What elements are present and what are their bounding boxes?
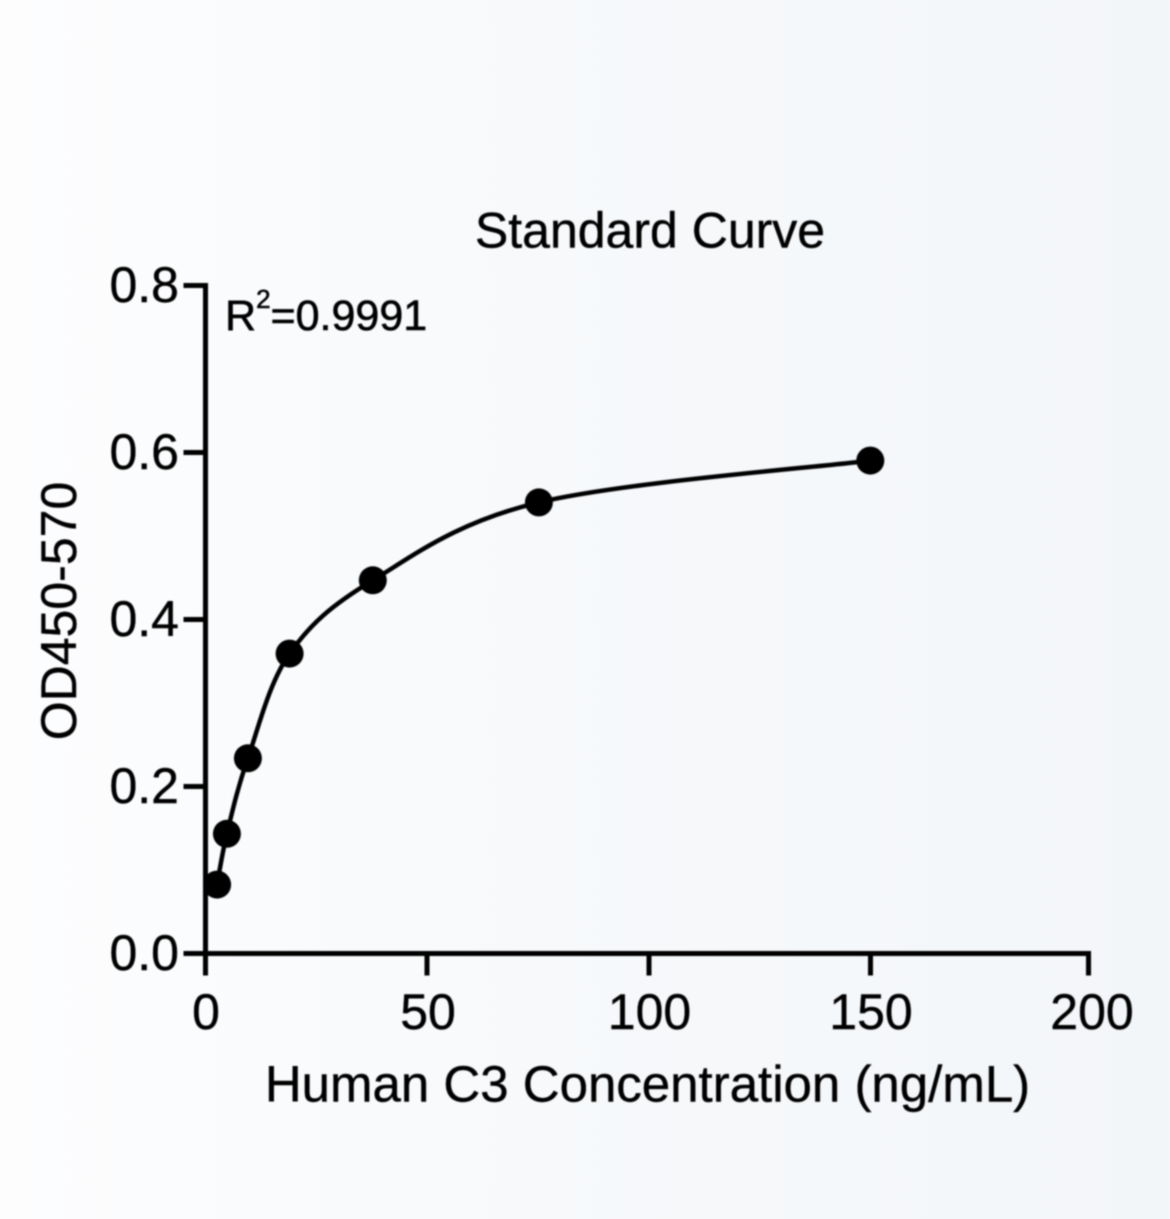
- svg-text:0: 0: [192, 984, 220, 1040]
- svg-text:0.6: 0.6: [109, 424, 179, 480]
- svg-text:R2=0.9991: R2=0.9991: [225, 284, 427, 340]
- svg-text:0.4: 0.4: [109, 591, 179, 647]
- svg-text:Human C3 Concentration (ng/mL): Human C3 Concentration (ng/mL): [265, 1056, 1030, 1113]
- svg-text:150: 150: [829, 984, 912, 1040]
- svg-text:0.2: 0.2: [109, 758, 179, 814]
- svg-text:200: 200: [1050, 984, 1133, 1040]
- svg-text:0.8: 0.8: [109, 257, 179, 313]
- svg-text:OD450-570: OD450-570: [31, 482, 87, 741]
- svg-text:100: 100: [608, 984, 691, 1040]
- svg-text:50: 50: [400, 984, 456, 1040]
- svg-text:Standard Curve: Standard Curve: [475, 203, 825, 259]
- svg-text:0.0: 0.0: [109, 925, 179, 981]
